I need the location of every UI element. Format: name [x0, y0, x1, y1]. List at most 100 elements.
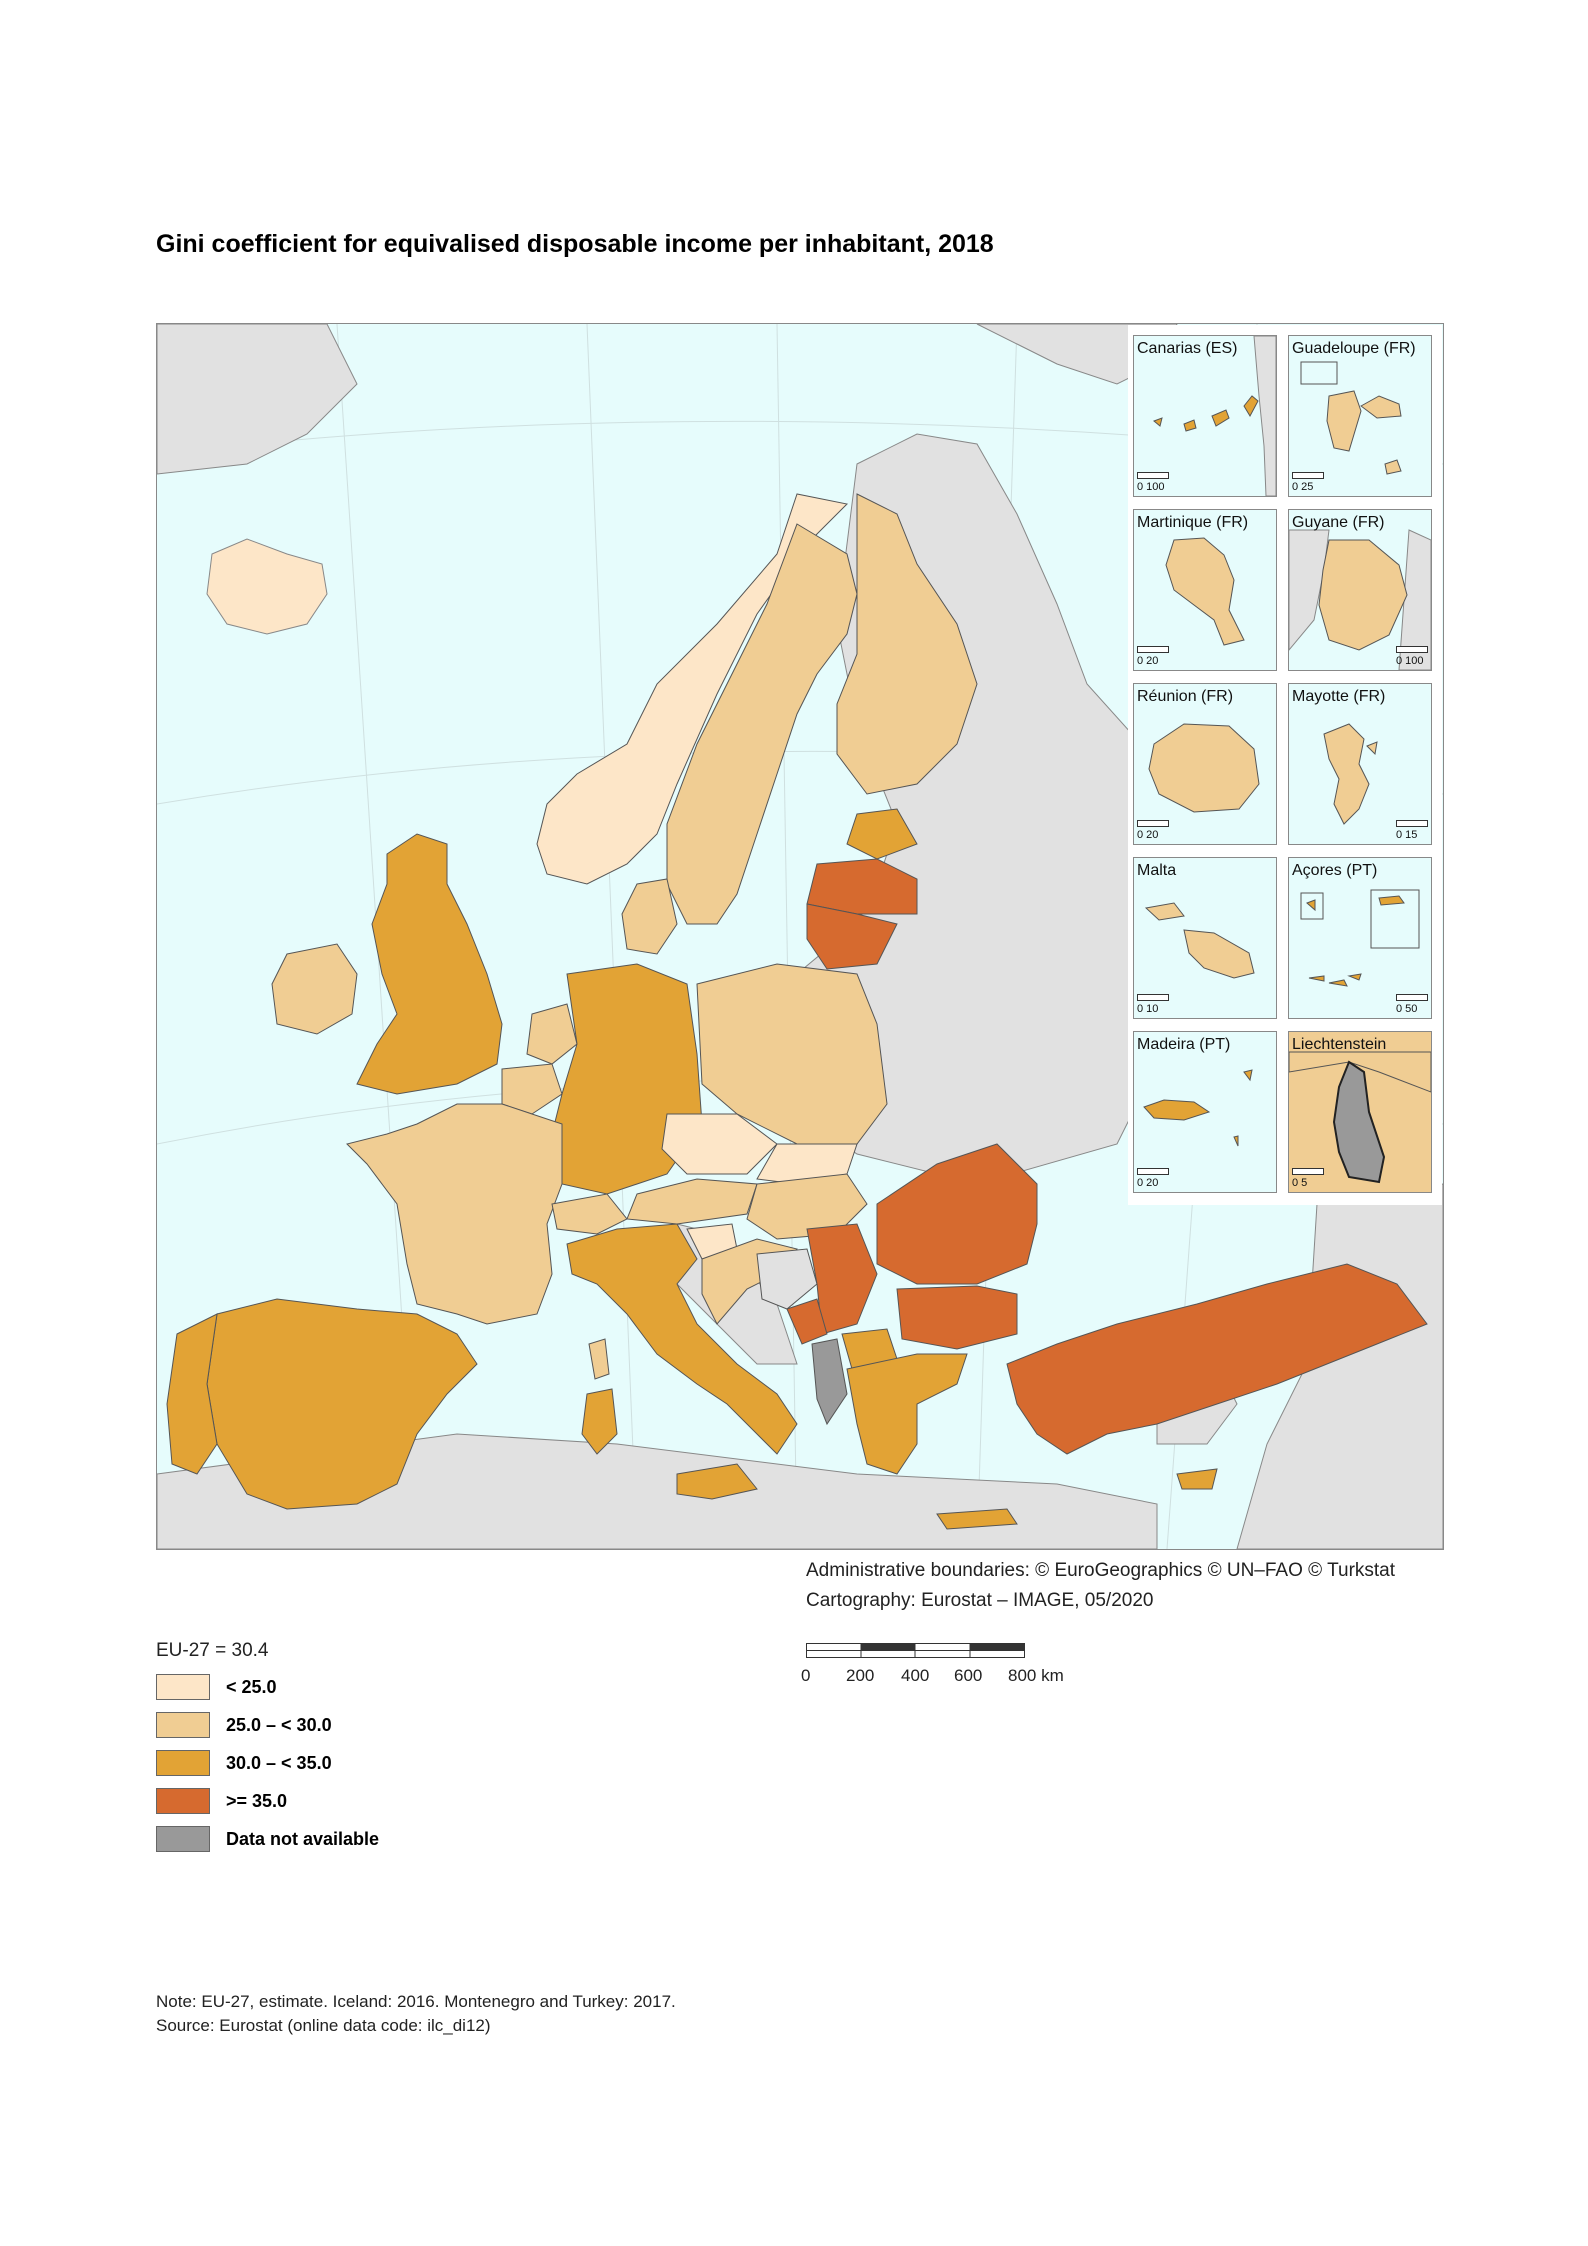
inset-scale: 0 20: [1137, 1168, 1169, 1189]
europe-map-svg: [157, 324, 1443, 1549]
inset-guadeloupe: Guadeloupe (FR) 0 25: [1288, 335, 1432, 497]
sicily-region: [676, 1463, 758, 1500]
inset-liechtenstein: Liechtenstein 0 5: [1288, 1031, 1432, 1193]
estonia-region: [846, 808, 918, 860]
scale-ticks: 0 200 400 600 800 km: [801, 1666, 1106, 1686]
denmark-region: [621, 878, 678, 955]
inset-mayotte-svg: [1323, 723, 1378, 825]
scale-bar-graphic: [806, 1643, 1025, 1658]
cyprus-region: [1176, 1468, 1218, 1490]
inset-maps-panel: Canarias (ES) 0 100 Guadeloupe (FR) 0 25…: [1128, 325, 1442, 1205]
source-line: Source: Eurostat (online data code: ilc_…: [156, 2016, 491, 2035]
inset-malta-svg: [1144, 902, 1255, 979]
inset-madeira-svg: [1143, 1069, 1253, 1147]
albania-region: [811, 1338, 848, 1426]
inset-label: Malta: [1137, 862, 1177, 879]
inset-label: Mayotte (FR): [1292, 688, 1386, 705]
inset-label: Açores (PT): [1292, 862, 1378, 879]
inset-scale: 0 5: [1292, 1168, 1324, 1189]
scale-tick: 800 km: [1008, 1666, 1064, 1685]
inset-label: Martinique (FR): [1137, 514, 1249, 531]
legend-swatch: [156, 1712, 210, 1738]
inset-martinique: Martinique (FR) 0 20: [1133, 509, 1277, 671]
romania-region: [876, 1143, 1038, 1285]
inset-scale: 0 20: [1137, 820, 1169, 841]
legend-swatch: [156, 1788, 210, 1814]
bosnia-region: [756, 1248, 818, 1310]
notes: Note: EU-27, estimate. Iceland: 2016. Mo…: [156, 1990, 676, 2038]
greece-region: [846, 1353, 968, 1475]
inset-scale: 0 100: [1137, 472, 1169, 493]
legend-title: EU-27 = 30.4: [156, 1640, 269, 1661]
credits-line-2: Cartography: Eurostat – IMAGE, 05/2020: [806, 1590, 1154, 1611]
inset-scale: 0 25: [1292, 472, 1324, 493]
inset-canarias-svg: [1153, 336, 1276, 496]
inset-scale: 0 10: [1137, 994, 1169, 1015]
serbia-region: [806, 1223, 878, 1335]
inset-martinique-svg: [1165, 537, 1245, 646]
legend-label: Data not available: [226, 1828, 380, 1849]
belgium-region: [501, 1063, 563, 1115]
italy-region: [566, 1223, 798, 1455]
legend-item: 25.0 – < 30.0: [156, 1712, 379, 1738]
finland-region: [836, 493, 978, 795]
austria-region: [626, 1178, 758, 1225]
legend-label: < 25.0: [226, 1676, 277, 1697]
turkey-region: [1006, 1263, 1428, 1455]
scale-tick: 0: [801, 1666, 811, 1685]
inset-guyane: Guyane (FR) 0 100: [1288, 509, 1432, 671]
inset-label: Liechtenstein: [1292, 1036, 1387, 1053]
bulgaria-region: [896, 1285, 1018, 1350]
netherlands-region: [526, 1003, 578, 1065]
spain-region: [206, 1298, 478, 1510]
inset-acores-svg: [1300, 889, 1420, 987]
lithuania-region: [806, 903, 898, 970]
inset-guyane-svg: [1289, 529, 1431, 670]
iceland-region: [206, 538, 328, 635]
legend-item: < 25.0: [156, 1674, 379, 1700]
legend-item: >= 35.0: [156, 1788, 379, 1814]
credits: Administrative boundaries: © EuroGeograp…: [806, 1556, 1395, 1616]
legend-item: 30.0 – < 35.0: [156, 1750, 379, 1776]
poland-region: [696, 963, 888, 1145]
inset-mayotte: Mayotte (FR) 0 15: [1288, 683, 1432, 845]
map-title: Gini coefficient for equivalised disposa…: [156, 230, 994, 258]
inset-scale: 0 15: [1396, 820, 1428, 841]
inset-scale: 0 100: [1396, 646, 1428, 667]
legend-item: Data not available: [156, 1826, 379, 1852]
inset-acores: Açores (PT) 0 50: [1288, 857, 1432, 1019]
portugal-region: [166, 1313, 218, 1475]
france-region: [346, 1103, 563, 1325]
crete-region: [936, 1508, 1018, 1530]
legend: EU-27 = 30.4 < 25.0 25.0 – < 30.0 30.0 –…: [156, 1640, 379, 1864]
legend-label: 30.0 – < 35.0: [226, 1752, 332, 1773]
inset-label: Guyane (FR): [1292, 514, 1385, 531]
scale-tick: 200: [846, 1666, 875, 1685]
norway-region: [536, 493, 849, 885]
credits-line-1: Administrative boundaries: © EuroGeograp…: [806, 1560, 1396, 1581]
inset-malta: Malta 0 10: [1133, 857, 1277, 1019]
corsica-region: [588, 1338, 610, 1380]
inset-canarias: Canarias (ES) 0 100: [1133, 335, 1277, 497]
inset-reunion-svg: [1148, 723, 1260, 813]
inset-label: Guadeloupe (FR): [1292, 340, 1416, 357]
scale-tick: 400: [901, 1666, 930, 1685]
legend-label: 25.0 – < 30.0: [226, 1714, 332, 1735]
inset-reunion: Réunion (FR) 0 20: [1133, 683, 1277, 845]
uk-region: [356, 833, 503, 1095]
inset-liechtenstein-svg: [1289, 1051, 1431, 1184]
inset-madeira: Madeira (PT) 0 20: [1133, 1031, 1277, 1193]
legend-label: >= 35.0: [226, 1790, 288, 1811]
inset-label: Madeira (PT): [1137, 1036, 1231, 1053]
scale-bar: 0 200 400 600 800 km: [801, 1641, 1106, 1686]
legend-swatch: [156, 1826, 210, 1852]
inset-label: Réunion (FR): [1137, 688, 1234, 705]
ireland-region: [271, 943, 358, 1035]
inset-label: Canarias (ES): [1137, 340, 1238, 357]
switzerland-region: [551, 1193, 628, 1235]
scale-tick: 600: [954, 1666, 983, 1685]
czechia-region: [661, 1113, 778, 1175]
inset-guadeloupe-svg: [1300, 361, 1402, 475]
sweden-region: [666, 523, 858, 925]
note-line: Note: EU-27, estimate. Iceland: 2016. Mo…: [156, 1992, 676, 2011]
